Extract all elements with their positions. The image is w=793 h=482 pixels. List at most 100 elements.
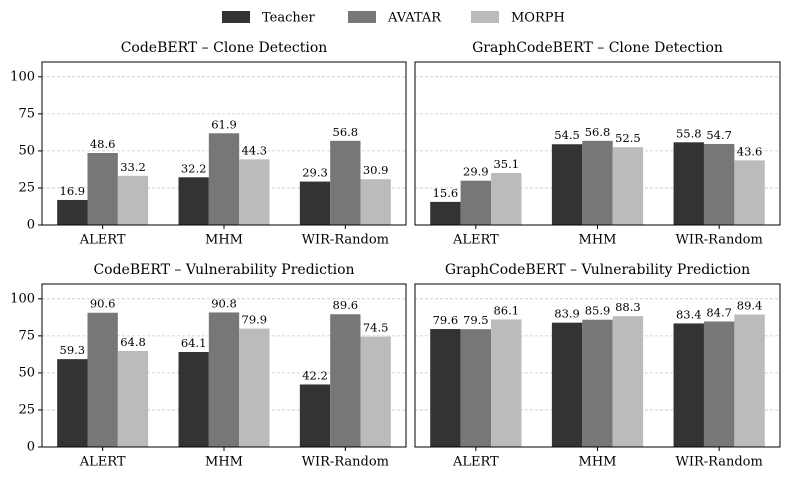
chart-title: CodeBERT – Clone Detection [121,40,328,56]
bar [360,336,391,447]
x-tick-label: ALERT [79,455,126,470]
legend-swatch [471,11,499,23]
legend-label: MORPH [511,11,565,26]
bar [87,152,118,225]
chart-title: GraphCodeBERT – Clone Detection [472,40,723,56]
value-label: 54.7 [706,128,732,142]
value-label: 79.9 [242,313,268,327]
y-tick-label: 25 [18,180,35,195]
value-label: 16.9 [60,184,86,198]
bar [330,314,361,447]
value-label: 83.9 [554,307,580,321]
bar [87,312,118,447]
value-label: 64.8 [120,335,146,349]
x-tick-label: MHM [205,233,243,248]
x-tick-label: WIR-Random [302,455,389,470]
y-tick-label: 50 [18,365,35,380]
bar [703,321,735,447]
bar [460,180,492,225]
value-label: 54.5 [554,128,580,142]
bar [551,322,583,447]
x-tick-label: ALERT [79,233,126,248]
bar [299,181,331,225]
bar [491,172,522,225]
value-label: 29.9 [463,165,489,179]
plot-frame [414,61,781,226]
bar [57,199,88,225]
value-label: 89.4 [737,299,763,313]
bar [460,329,492,447]
legend-label: Teacher [262,11,315,26]
value-label: 56.8 [333,125,359,139]
value-label: 33.2 [120,160,146,174]
value-label: 59.3 [60,343,86,357]
value-label: 90.6 [90,297,116,311]
y-tick-label: 25 [18,402,35,417]
value-label: 48.6 [90,137,116,151]
x-tick-label: ALERT [452,455,499,470]
x-tick-label: MHM [205,455,243,470]
value-label: 29.3 [302,166,328,180]
bar [551,144,583,225]
value-label: 43.6 [737,144,763,158]
bar [360,179,391,225]
value-label: 85.9 [585,304,611,318]
value-label: 15.6 [433,186,459,200]
y-tick-label: 0 [27,218,35,233]
y-tick-label: 75 [18,328,35,343]
plot-frame [414,283,781,448]
value-label: 42.2 [302,368,328,382]
value-label: 89.6 [333,298,359,312]
bar [612,316,644,447]
y-tick-label: 50 [18,143,35,158]
value-label: 84.7 [706,305,732,319]
bar [208,312,240,447]
bar [673,323,704,447]
legend-label: AVATAR [387,11,442,26]
x-tick-label: WIR-Random [302,233,389,248]
bar [299,384,331,447]
value-label: 52.5 [615,131,641,145]
value-label: 61.9 [211,117,237,131]
bar [208,133,240,225]
bar [117,175,149,225]
value-label: 79.5 [463,313,489,327]
value-label: 55.8 [676,126,702,140]
bar [430,201,461,225]
legend-swatch [222,11,250,23]
bar [582,140,613,225]
bar [703,143,735,225]
bar [57,359,88,447]
legend-swatch [348,11,376,23]
value-label: 64.1 [181,336,207,350]
bar [239,159,270,225]
bar [239,328,270,447]
bar [491,319,522,447]
value-label: 86.1 [493,303,519,317]
y-tick-label: 100 [10,291,35,306]
x-tick-label: WIR-Random [675,233,762,248]
y-tick-label: 75 [18,106,35,121]
value-label: 90.8 [211,296,237,310]
bar [612,147,644,225]
bar [734,314,765,447]
bar [178,352,209,447]
value-label: 56.8 [585,125,611,139]
value-label: 83.4 [676,307,702,321]
y-tick-label: 100 [10,69,35,84]
value-label: 74.5 [363,321,389,335]
value-label: 30.9 [363,163,389,177]
bar [430,329,461,447]
bar [734,160,765,225]
value-label: 32.2 [181,161,207,175]
x-tick-label: ALERT [452,233,499,248]
chart-title: CodeBERT – Vulnerability Prediction [93,262,354,278]
bar [178,177,209,225]
value-label: 44.3 [242,143,268,157]
x-tick-label: MHM [579,233,617,248]
bar [673,142,704,225]
value-label: 35.1 [493,157,519,171]
plot-frame [41,283,407,448]
x-tick-label: WIR-Random [675,455,762,470]
